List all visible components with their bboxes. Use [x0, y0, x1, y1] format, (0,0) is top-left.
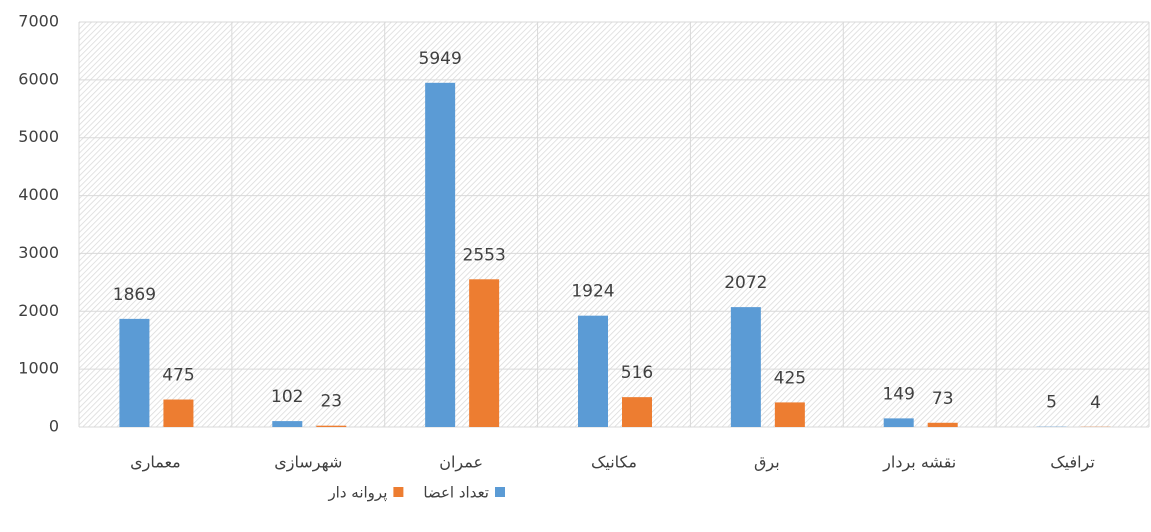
y-tick-label: 7000 [18, 12, 59, 31]
data-label: 2553 [463, 245, 506, 265]
bar [622, 397, 652, 427]
bar [927, 422, 958, 427]
y-tick-label: 4000 [18, 185, 59, 204]
data-label: 4 [1090, 393, 1101, 413]
bar [272, 421, 303, 427]
data-label: 1869 [113, 285, 156, 305]
data-label: 149 [882, 384, 914, 404]
y-tick-label: 6000 [18, 69, 59, 88]
data-label: 102 [271, 387, 303, 407]
data-label: 516 [621, 363, 653, 383]
data-label: 2072 [724, 273, 767, 293]
y-tick-label: 5000 [18, 127, 59, 146]
bar [119, 318, 150, 427]
data-label: 23 [320, 392, 342, 412]
data-label: 475 [162, 366, 194, 386]
x-tick-label: ترافیک [1050, 453, 1095, 473]
bar [883, 418, 914, 427]
x-tick-label: مکانیک [591, 453, 637, 472]
x-tick-label: برق [754, 453, 780, 473]
legend-label: تعداد اعضا [423, 484, 489, 502]
x-tick-label: معماری [130, 453, 181, 473]
data-label: 73 [932, 389, 954, 409]
plot-area [79, 22, 1149, 427]
y-tick-label: 1000 [18, 359, 59, 378]
bar [730, 307, 761, 427]
y-tick-label: 2000 [18, 301, 59, 320]
bar [578, 315, 608, 427]
data-label: 5 [1046, 393, 1057, 413]
x-tick-label: شهرسازی [274, 453, 342, 473]
data-label: 5949 [419, 49, 462, 69]
bar [163, 399, 194, 427]
bar [774, 402, 805, 427]
data-label: 1924 [571, 282, 614, 302]
bar [469, 279, 500, 427]
bar [316, 425, 347, 427]
legend-label: پروانه دار [327, 484, 387, 503]
legend-swatch [393, 487, 404, 497]
bar [425, 82, 456, 427]
y-tick-label: 3000 [18, 243, 59, 262]
y-tick-label: 0 [49, 417, 59, 436]
x-tick-label: نقشه بردار [882, 453, 956, 473]
data-label: 425 [774, 368, 806, 388]
legend-swatch [495, 487, 505, 497]
x-tick-label: عمران [439, 453, 483, 473]
